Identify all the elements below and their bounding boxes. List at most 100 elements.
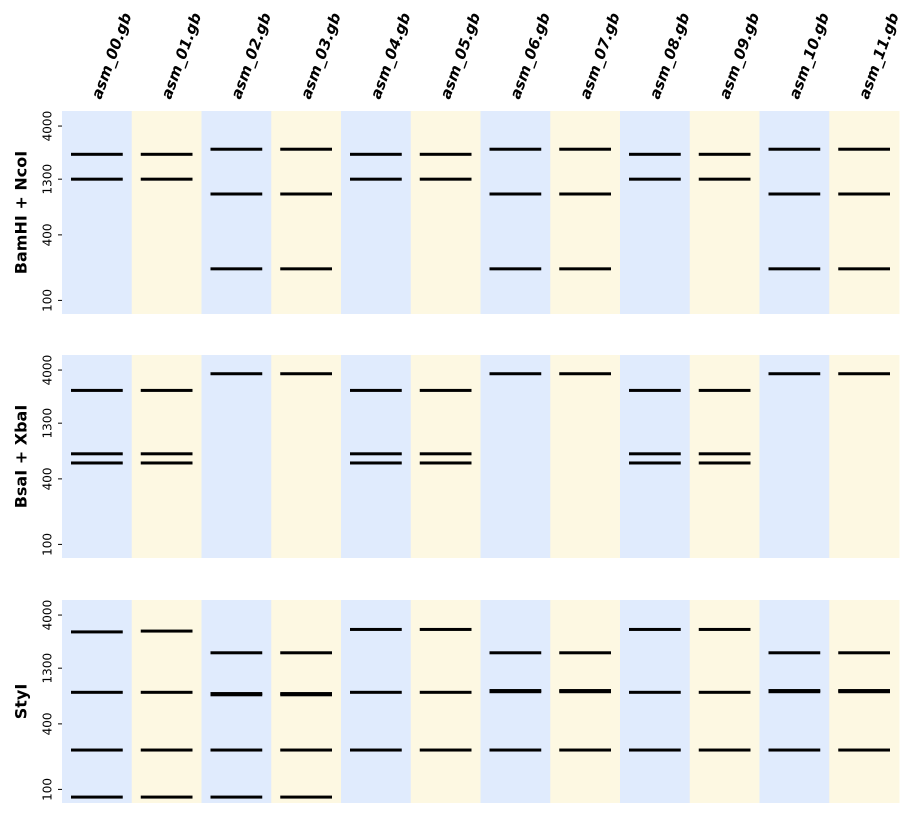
lane-background bbox=[829, 600, 900, 803]
lane-title: asm_01.gb bbox=[157, 10, 205, 101]
gel-band bbox=[280, 651, 332, 655]
gel-band bbox=[489, 192, 542, 196]
gel-band bbox=[71, 177, 123, 181]
gel-band bbox=[698, 177, 751, 181]
y-tick-label: 400 bbox=[41, 712, 55, 735]
gel-panels: 100 400 1300 4000 BamHI + NcoI 100 400 1300 4000… bbox=[12, 111, 900, 803]
gel-band bbox=[350, 152, 402, 156]
gel-band bbox=[350, 690, 402, 694]
gel-band bbox=[768, 748, 821, 752]
lane-background bbox=[620, 355, 691, 558]
lane-titles: asm_00.gb asm_01.gb asm_02.gb asm_03.gb asm_… bbox=[88, 10, 903, 101]
lane-title: asm_11.gb bbox=[855, 10, 903, 101]
gel-band bbox=[350, 177, 402, 181]
gel-band bbox=[838, 192, 890, 196]
gel-band bbox=[419, 388, 472, 392]
gel-band bbox=[489, 147, 542, 151]
gel-band bbox=[698, 690, 751, 694]
y-tick-label: 1300 bbox=[41, 653, 55, 684]
gel-band bbox=[71, 795, 123, 799]
gel-band bbox=[210, 267, 263, 271]
gel-band bbox=[629, 627, 681, 631]
gel-band bbox=[768, 267, 821, 271]
lane-title: asm_10.gb bbox=[785, 10, 833, 101]
lane-background bbox=[480, 111, 551, 314]
gel-band bbox=[419, 690, 472, 694]
lane-title: asm_03.gb bbox=[297, 10, 345, 101]
lane-background bbox=[62, 355, 133, 558]
gel-band bbox=[71, 452, 123, 456]
gel-band bbox=[698, 748, 751, 752]
gel-band bbox=[629, 690, 681, 694]
lane-background bbox=[759, 111, 830, 314]
gel-band bbox=[140, 748, 193, 752]
gel-band bbox=[559, 372, 611, 376]
gel-band bbox=[71, 388, 123, 392]
gel-band bbox=[419, 748, 472, 752]
gel-band bbox=[140, 152, 193, 156]
lane-background bbox=[620, 600, 691, 803]
gel-band bbox=[350, 388, 402, 392]
lane-title: asm_02.gb bbox=[227, 10, 275, 101]
gel-band bbox=[419, 452, 472, 456]
gel-band bbox=[629, 177, 681, 181]
y-tick-label: 400 bbox=[41, 223, 55, 246]
gel-band bbox=[838, 267, 890, 271]
gel-band bbox=[210, 651, 263, 655]
gel-band bbox=[140, 690, 193, 694]
gel-band bbox=[768, 651, 821, 655]
lane-title: asm_09.gb bbox=[715, 10, 763, 101]
lane-background bbox=[131, 111, 202, 314]
lane-title: asm_06.gb bbox=[506, 10, 554, 101]
gel-band bbox=[768, 372, 821, 376]
lane-title: asm_05.gb bbox=[436, 10, 484, 101]
y-tick-label: 100 bbox=[41, 533, 55, 556]
gel-band bbox=[140, 177, 193, 181]
lane-background bbox=[689, 355, 760, 558]
lane-title: asm_08.gb bbox=[646, 10, 694, 101]
gel-band bbox=[350, 627, 402, 631]
gel-band bbox=[280, 147, 332, 151]
gel-band bbox=[838, 372, 890, 376]
y-tick-label: 4000 bbox=[41, 355, 55, 386]
y-tick-label: 400 bbox=[41, 467, 55, 490]
gel-band bbox=[140, 795, 193, 799]
lane-background bbox=[201, 600, 272, 803]
lane-background bbox=[341, 600, 412, 803]
gel-band bbox=[838, 651, 890, 655]
gel-band bbox=[280, 693, 332, 697]
gel-band bbox=[698, 627, 751, 631]
gel-band bbox=[350, 748, 402, 752]
gel-band bbox=[698, 461, 751, 465]
lane-background bbox=[410, 600, 481, 803]
y-tick-label: 100 bbox=[41, 289, 55, 312]
lane-background bbox=[550, 355, 621, 558]
gel-band bbox=[140, 461, 193, 465]
gel-band bbox=[71, 152, 123, 156]
gel-band bbox=[838, 690, 890, 694]
gel-band bbox=[419, 627, 472, 631]
lane-background bbox=[689, 111, 760, 314]
gel-band bbox=[768, 147, 821, 151]
lane-background bbox=[201, 111, 272, 314]
lane-background bbox=[271, 600, 342, 803]
lane-background bbox=[410, 111, 481, 314]
gel-band bbox=[559, 748, 611, 752]
gel-band bbox=[210, 192, 263, 196]
gel-band bbox=[419, 177, 472, 181]
gel-band bbox=[559, 651, 611, 655]
gel-band bbox=[419, 461, 472, 465]
lane-background bbox=[620, 111, 691, 314]
gel-band bbox=[768, 192, 821, 196]
gel-band bbox=[280, 372, 332, 376]
gel-band bbox=[280, 748, 332, 752]
gel-band bbox=[350, 452, 402, 456]
gel-panel: 100 400 1300 4000 StyI bbox=[12, 600, 900, 803]
gel-band bbox=[559, 192, 611, 196]
lane-background bbox=[341, 111, 412, 314]
gel-panel: 100 400 1300 4000 BsaI + XbaI bbox=[12, 355, 900, 558]
gel-band bbox=[489, 267, 542, 271]
y-tick-label: 100 bbox=[41, 778, 55, 801]
lane-background bbox=[62, 600, 133, 803]
lane-background bbox=[341, 355, 412, 558]
